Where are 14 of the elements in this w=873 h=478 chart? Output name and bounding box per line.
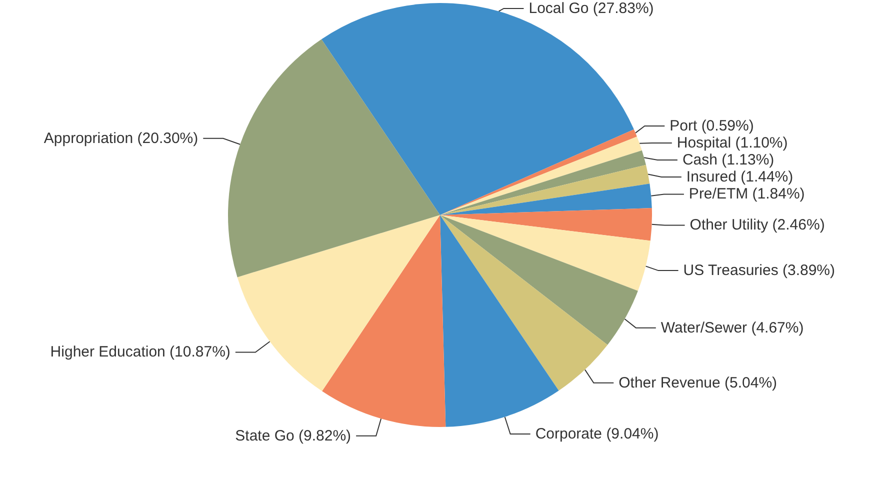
slice-label: State Go (9.82%): [235, 427, 352, 444]
slice-label: Pre/ETM (1.84%): [688, 186, 805, 203]
slice-label: Higher Education (10.87%): [50, 344, 230, 361]
slice-label: US Treasuries (3.89%): [683, 262, 836, 280]
slice-label: Port (0.59%): [670, 117, 754, 134]
slice-label: Hospital (1.10%): [676, 134, 788, 152]
slice-label: Appropriation (20.30%): [44, 130, 198, 147]
slice-label: Corporate (9.04%): [535, 425, 659, 442]
slice-label: Local Go (27.83%): [528, 0, 654, 17]
slice-label: Insured (1.44%): [686, 168, 794, 186]
slice-label: Other Utility (2.46%): [690, 216, 825, 234]
slice-label: Other Revenue (5.04%): [618, 374, 778, 392]
slice-label: Water/Sewer (4.67%): [660, 319, 804, 336]
slice-label: Cash (1.13%): [682, 151, 774, 168]
